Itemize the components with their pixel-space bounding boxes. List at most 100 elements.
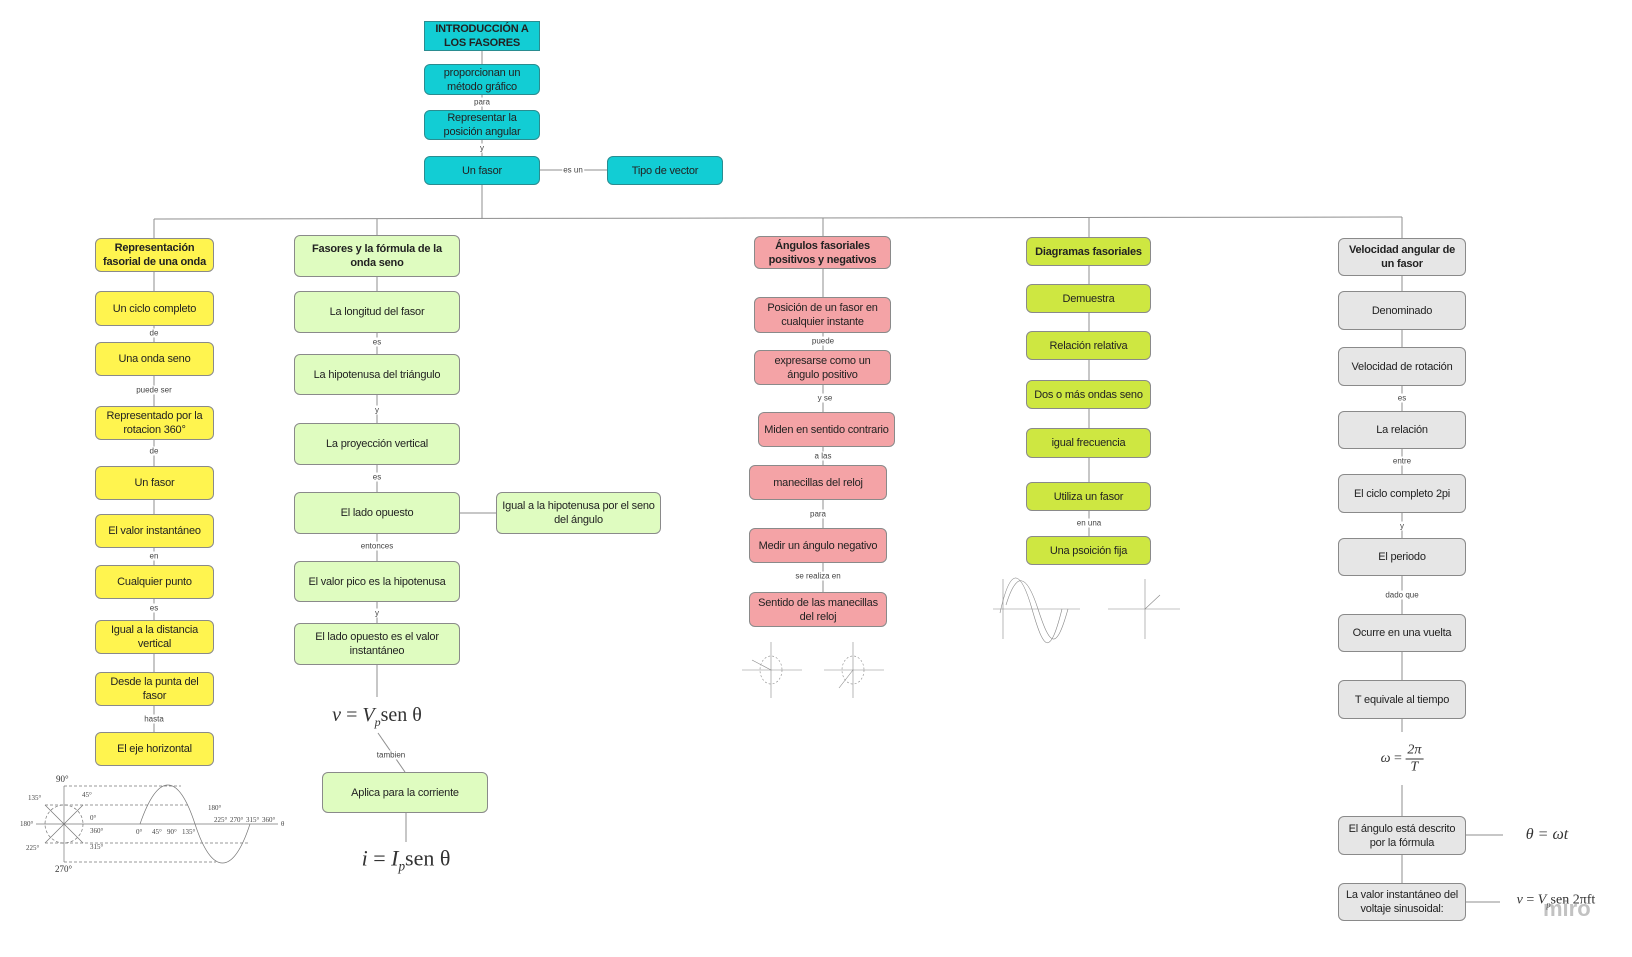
fig-label: 270° (55, 864, 73, 874)
node-text: manecillas del reloj (773, 476, 863, 489)
f-part: 2π (1405, 742, 1424, 760)
fig-label: 315° (90, 843, 104, 851)
node-text: Medir un ángulo negativo (758, 539, 878, 552)
fig-label: 0° (90, 814, 97, 822)
node[interactable]: Velocidad de rotación (1338, 347, 1466, 386)
f-part: sen θ (380, 704, 422, 726)
node-tipo-de-vector[interactable]: Tipo de vector (607, 156, 723, 185)
f-part: sen 2πft (1550, 892, 1596, 908)
node[interactable]: La valor instantáneo del voltaje sinusoi… (1338, 883, 1466, 921)
node[interactable]: Ocurre en una vuelta (1338, 614, 1466, 652)
fig-label: 90° (167, 828, 177, 836)
node[interactable]: Una psoición fija (1026, 536, 1151, 565)
edge-label: a las (813, 451, 833, 461)
node[interactable]: T equivale al tiempo (1338, 680, 1466, 719)
node-text: Una onda seno (118, 353, 191, 365)
node[interactable]: La hipotenusa del triángulo (294, 354, 460, 395)
node[interactable]: igual frecuencia (1026, 428, 1151, 458)
header-velocidad-angular[interactable]: Velocidad angular de un fasor (1338, 238, 1466, 276)
edge-label: de (148, 446, 160, 456)
node[interactable]: El lado opuesto es el valor instantáneo (294, 623, 460, 665)
f-part: i (361, 845, 368, 871)
node-text: Ocurre en una vuelta (1352, 627, 1452, 639)
f-part: = (373, 845, 386, 871)
node[interactable]: El ángulo está descrito por la fórmula (1338, 816, 1466, 855)
node[interactable]: Utiliza un fasor (1026, 482, 1151, 511)
node[interactable]: Representado por la rotacion 360° (95, 406, 214, 440)
node-text: Un fasor (462, 164, 502, 177)
node[interactable]: Relación relativa (1026, 331, 1151, 360)
fig-label: θ (281, 820, 285, 828)
node[interactable]: Dos o más ondas seno (1026, 380, 1151, 409)
node[interactable]: manecillas del reloj (749, 465, 887, 500)
node-text: Igual a la hipotenusa por el seno del án… (502, 500, 655, 526)
node-text: Velocidad de rotación (1351, 360, 1453, 373)
node-proporcionan[interactable]: proporcionan un método gráfico (424, 64, 540, 95)
edge-label: y (374, 608, 380, 618)
edge-label: para (472, 97, 492, 107)
node[interactable]: Desde la punta del fasor (95, 672, 214, 706)
angle-diagrams-figure (742, 642, 884, 698)
node-text: Igual a la distancia vertical (110, 624, 199, 650)
edge-label: y se (816, 393, 834, 403)
node-text: Aplica para la corriente (351, 786, 459, 799)
edge-label: se realiza en (794, 571, 842, 581)
node[interactable]: Posición de un fasor en cualquier instan… (754, 297, 891, 333)
node[interactable]: Demuestra (1026, 284, 1151, 313)
node-side[interactable]: Igual a la hipotenusa por el seno del án… (496, 492, 661, 534)
node[interactable]: La longitud del fasor (294, 291, 460, 333)
f-part: v (1516, 892, 1523, 908)
node[interactable]: Una onda seno (95, 342, 214, 376)
node[interactable]: La proyección vertical (294, 423, 460, 465)
node[interactable]: Denominado (1338, 291, 1466, 330)
node-text: El ángulo está descrito por la fórmula (1348, 822, 1456, 849)
edge-label: puede ser (135, 385, 173, 395)
node-text: La valor instantáneo del voltaje sinusoi… (1345, 889, 1458, 915)
header-diagramas-fasoriales[interactable]: Diagramas fasoriales (1026, 237, 1151, 266)
node[interactable]: Miden en sentido contrario (758, 412, 895, 447)
edge-label: puede (810, 336, 836, 346)
main-title-node[interactable]: INTRODUCCIÓN A LOS FASORES (424, 21, 540, 51)
phasor-diagram-figure (993, 577, 1180, 643)
node-text: Denominado (1371, 304, 1433, 317)
node[interactable]: Igual a la distancia vertical (95, 620, 214, 654)
node[interactable]: El ciclo completo 2pi (1338, 474, 1466, 513)
node[interactable]: La relación (1338, 411, 1466, 449)
f-part: sen θ (405, 845, 451, 871)
node[interactable]: El valor pico es la hipotenusa (294, 561, 460, 602)
node[interactable]: El lado opuesto (294, 492, 460, 534)
f-part: V (362, 704, 375, 726)
node[interactable]: El eje horizontal (95, 732, 214, 766)
header-representacion-fasorial[interactable]: Representación fasorial de una onda (95, 238, 214, 272)
node-representar[interactable]: Representar la posición angular (424, 110, 540, 140)
edge-label: hasta (143, 714, 165, 724)
fig-label: 135° (28, 794, 42, 802)
node[interactable]: El periodo (1338, 538, 1466, 576)
node-text: Miden en sentido contrario (764, 423, 889, 436)
f-part: p (398, 858, 406, 874)
node-text: igual frecuencia (1051, 437, 1126, 449)
fig-label: 90° (56, 774, 69, 784)
fig-label: 135° (182, 828, 196, 836)
header-fasores-formula[interactable]: Fasores y la fórmula de la onda seno (294, 235, 460, 277)
f-part: I (391, 845, 399, 871)
node[interactable]: Medir un ángulo negativo (749, 528, 887, 563)
node[interactable]: Aplica para la corriente (322, 772, 488, 813)
node-un-fasor[interactable]: Un fasor (424, 156, 540, 185)
node-text: Posición de un fasor en cualquier instan… (767, 302, 878, 328)
edge-label: es (1396, 393, 1408, 403)
node-text: Demuestra (1062, 292, 1115, 305)
header-text: Ángulos fasoriales positivos y negativos (768, 239, 877, 266)
node[interactable]: El valor instantáneo (95, 514, 214, 548)
edge-label: y (1399, 521, 1405, 531)
edge-label: es (148, 603, 160, 613)
node[interactable]: Sentido de las manecillas del reloj (749, 592, 887, 627)
node[interactable]: expresarse como un ángulo positivo (754, 350, 891, 385)
node[interactable]: Un fasor (95, 466, 214, 500)
node[interactable]: Cualquier punto (95, 565, 214, 599)
node[interactable]: Un ciclo completo (95, 291, 214, 326)
node-text: La proyección vertical (326, 438, 428, 450)
header-text: Fasores y la fórmula de la onda seno (312, 243, 442, 269)
node-text: El lado opuesto es el valor instantáneo (315, 631, 439, 657)
header-angulos-fasoriales[interactable]: Ángulos fasoriales positivos y negativos (754, 236, 891, 269)
